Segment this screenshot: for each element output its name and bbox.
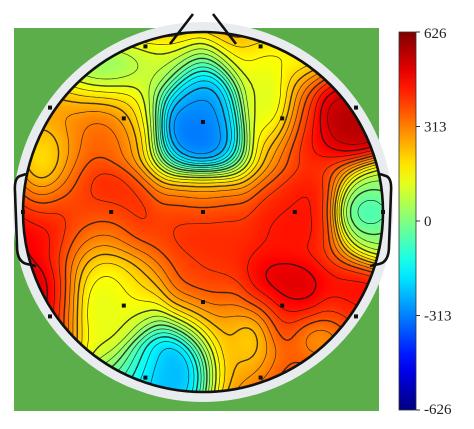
contour-line — [84, 53, 382, 391]
electrode-marker — [201, 300, 205, 304]
colorbar-bar — [398, 31, 417, 411]
colorbar-tick-label: 626 — [424, 26, 447, 42]
electrode-marker — [258, 44, 263, 49]
contour-line — [90, 57, 382, 391]
electrode-marker — [48, 314, 52, 319]
electrode-marker — [280, 116, 285, 121]
contour-line — [173, 99, 221, 155]
contour-line — [111, 66, 241, 391]
electrode-marker — [258, 375, 263, 380]
colorbar-tick-label: 313 — [424, 120, 447, 136]
colorbar-tick-label: -313 — [424, 309, 452, 325]
contour-line — [123, 70, 239, 391]
left-ear-outline — [13, 172, 37, 268]
electrode-marker — [109, 210, 114, 214]
contour-line — [99, 62, 382, 391]
colorbar: 626 313 0 -313 -626 — [398, 26, 452, 418]
electrode-marker — [121, 303, 126, 308]
head-outline — [13, 13, 393, 394]
head-circle — [21, 30, 385, 394]
electrode-marker — [48, 105, 52, 110]
electrode-marker — [354, 314, 358, 319]
colorbar-tick-label: 0 — [424, 214, 432, 230]
electrode-marker — [143, 375, 148, 380]
colorbar-tick-label: -626 — [424, 402, 452, 418]
electrode-marker — [292, 210, 297, 214]
electrode-marker — [354, 105, 358, 110]
contour-line — [149, 80, 232, 391]
contour-line — [168, 87, 228, 159]
colorbar-ticks: 626 313 0 -313 -626 — [416, 26, 452, 418]
electrode-marker — [280, 303, 285, 308]
nose-outline — [168, 13, 238, 45]
electrode-marker — [121, 116, 126, 121]
electrode-marker — [143, 44, 148, 49]
electrode-marker — [201, 120, 205, 124]
right-ear-outline — [369, 172, 393, 268]
electrode-marker — [201, 210, 205, 214]
contour-line — [135, 75, 236, 391]
